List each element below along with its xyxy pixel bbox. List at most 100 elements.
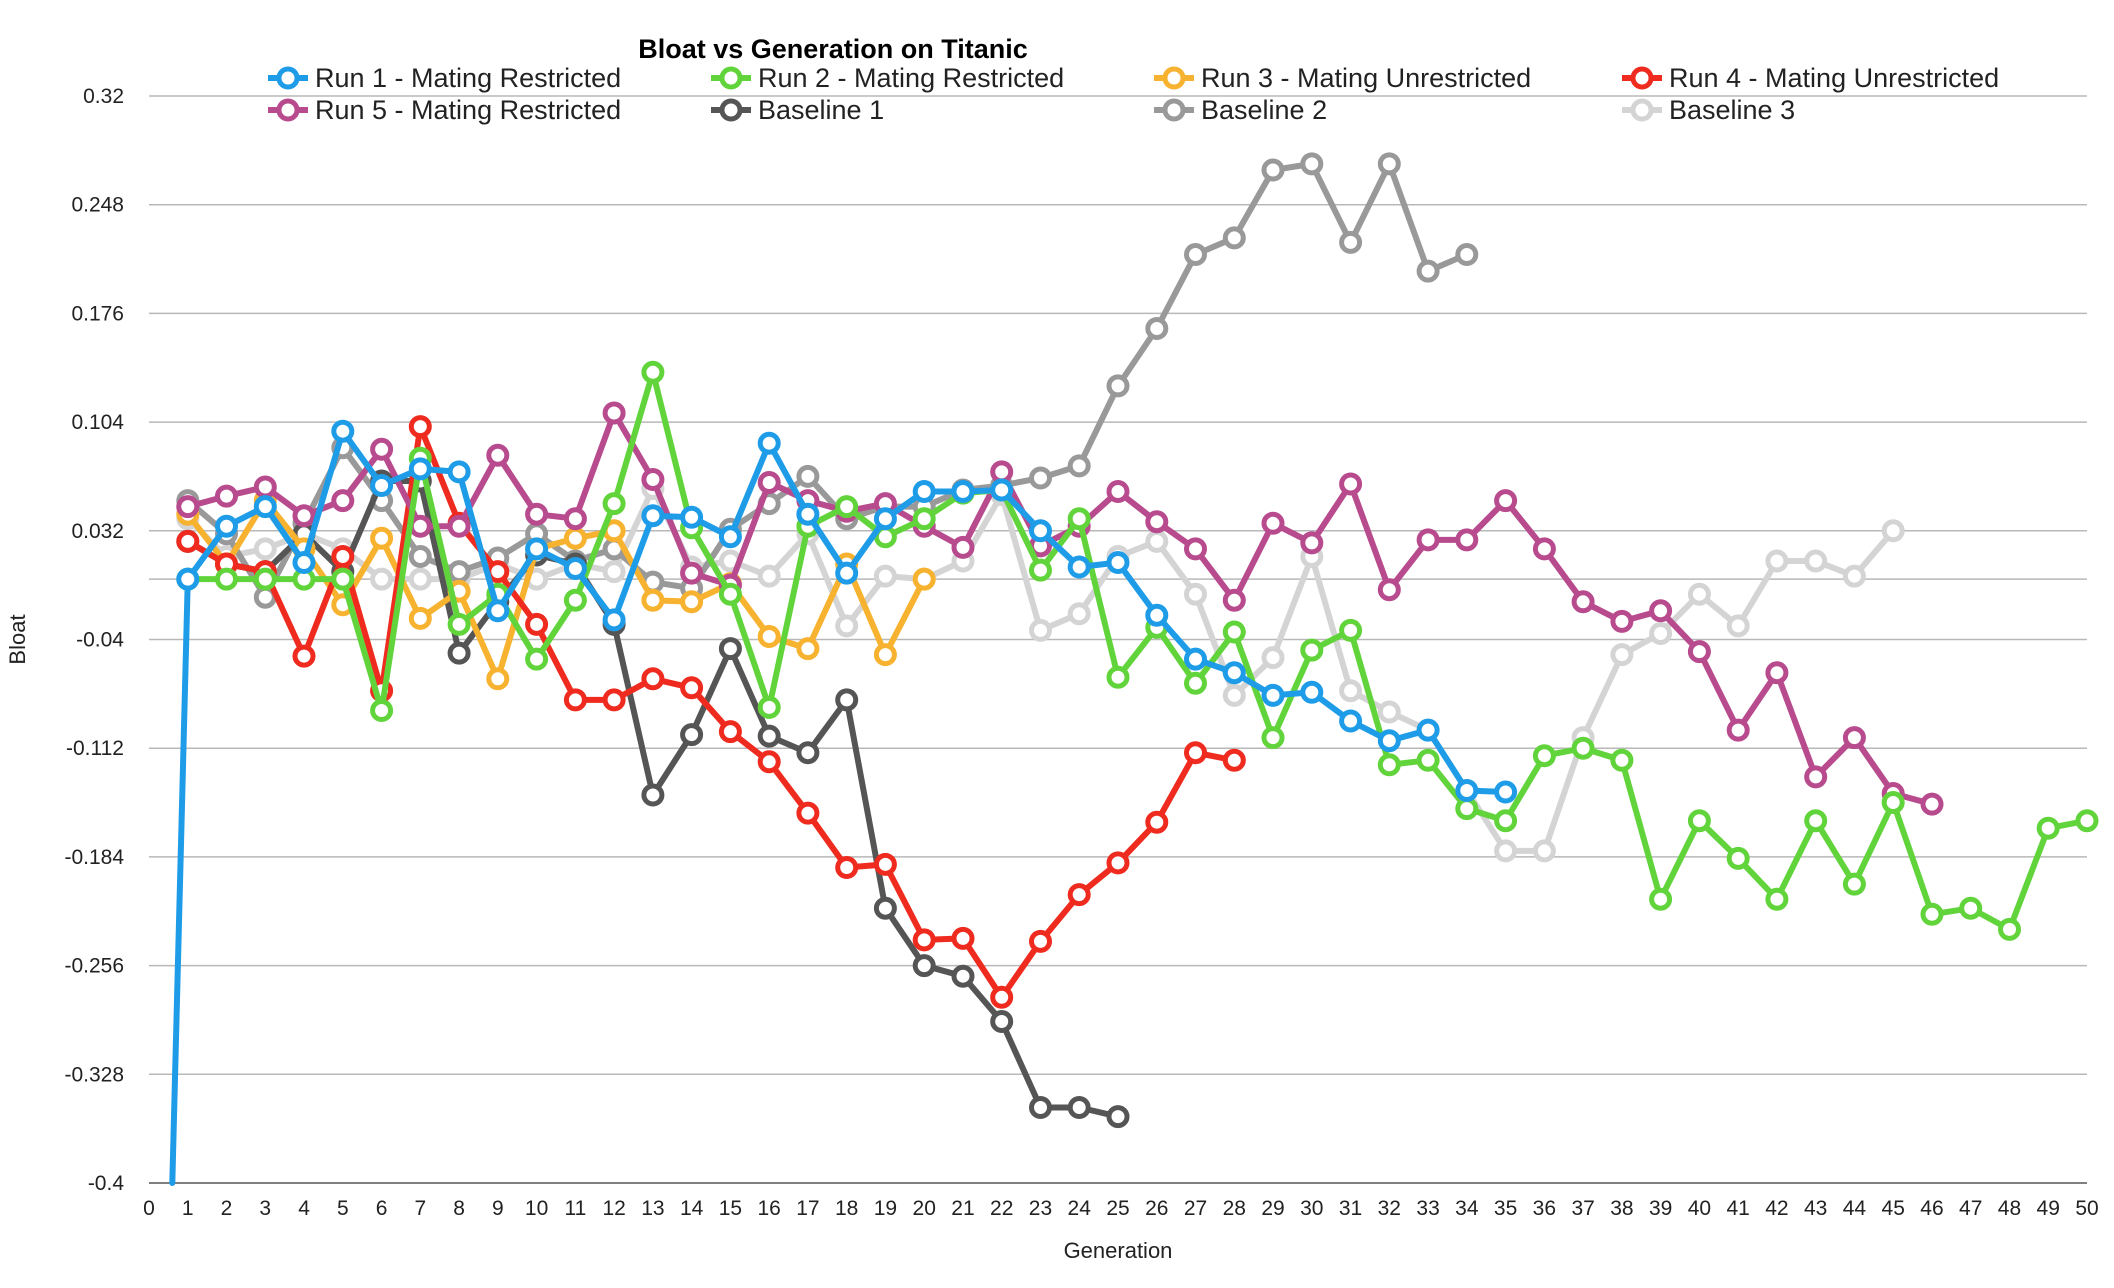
data-point bbox=[525, 647, 549, 671]
x-axis-label: Generation bbox=[1064, 1238, 1173, 1263]
y-tick-label: -0.184 bbox=[64, 846, 124, 869]
data-point bbox=[718, 637, 742, 661]
data-point bbox=[1804, 765, 1828, 789]
data-point bbox=[1687, 640, 1711, 664]
data-point bbox=[1455, 243, 1479, 266]
x-tick-label: 11 bbox=[564, 1197, 586, 1220]
x-tick-label: 7 bbox=[414, 1197, 426, 1220]
data-point bbox=[1067, 507, 1091, 531]
data-point bbox=[1067, 555, 1091, 579]
data-point bbox=[1029, 558, 1052, 582]
data-point bbox=[1377, 753, 1401, 777]
x-tick-label: 18 bbox=[835, 1197, 858, 1220]
data-point bbox=[1804, 549, 1828, 573]
data-point bbox=[1106, 374, 1130, 398]
data-point bbox=[1494, 780, 1518, 804]
data-point bbox=[408, 514, 432, 538]
y-tick-label: -0.112 bbox=[66, 737, 124, 760]
data-point bbox=[1765, 549, 1789, 573]
data-point bbox=[525, 537, 549, 561]
legend-swatch-marker bbox=[1630, 66, 1654, 90]
data-point bbox=[796, 801, 820, 825]
data-point bbox=[408, 545, 432, 568]
legend-item: Baseline 2 bbox=[1154, 95, 1327, 125]
data-point bbox=[718, 582, 742, 606]
data-point bbox=[563, 526, 587, 550]
data-point bbox=[253, 475, 277, 499]
x-tick-label: 50 bbox=[2075, 1197, 2098, 1220]
y-tick-label: 0.032 bbox=[71, 520, 124, 543]
data-point bbox=[292, 551, 316, 574]
data-point bbox=[370, 474, 394, 497]
series-line bbox=[184, 160, 1470, 601]
data-point bbox=[1029, 466, 1052, 490]
data-point bbox=[1106, 851, 1130, 875]
y-tick-label: 0.32 bbox=[83, 85, 124, 108]
data-point bbox=[1532, 839, 1556, 863]
x-tick-label: 14 bbox=[680, 1197, 704, 1220]
data-point bbox=[835, 688, 859, 712]
data-point bbox=[1184, 647, 1207, 671]
data-point bbox=[1416, 718, 1440, 742]
data-point bbox=[602, 492, 626, 516]
series-layer bbox=[169, 152, 2099, 1186]
data-point bbox=[912, 954, 936, 978]
data-point bbox=[292, 504, 316, 528]
data-point bbox=[408, 606, 432, 630]
legend-swatch-marker bbox=[1162, 66, 1186, 90]
data-point bbox=[253, 537, 277, 561]
x-axis-ticks: 0 1 2 3 4 5 6 7 8 9 10 11 12 13 14 15 16 17 18 19 20 21 22 23 24… bbox=[143, 1197, 2099, 1220]
x-tick-label: 41 bbox=[1726, 1197, 1749, 1220]
data-point bbox=[292, 644, 316, 668]
data-point bbox=[253, 567, 277, 591]
data-point bbox=[525, 502, 549, 526]
x-tick-label: 46 bbox=[1920, 1197, 1943, 1220]
data-point bbox=[563, 507, 587, 531]
data-point bbox=[641, 588, 665, 612]
data-point bbox=[1106, 665, 1130, 689]
data-point bbox=[1261, 511, 1285, 535]
data-point bbox=[1106, 551, 1130, 574]
y-tick-label: -0.4 bbox=[88, 1172, 125, 1195]
data-point bbox=[757, 625, 781, 648]
x-tick-label: 32 bbox=[1378, 1197, 1401, 1220]
data-point bbox=[602, 401, 626, 425]
legend-swatch-marker bbox=[1162, 98, 1186, 122]
x-tick-label: 36 bbox=[1533, 1197, 1556, 1220]
legend-swatch-marker bbox=[1630, 98, 1654, 122]
y-tick-label: -0.328 bbox=[64, 1063, 124, 1086]
data-point bbox=[1610, 643, 1634, 667]
data-point bbox=[1300, 531, 1324, 555]
y-tick-label: -0.04 bbox=[76, 629, 124, 652]
x-tick-label: 42 bbox=[1765, 1197, 1788, 1220]
x-tick-label: 6 bbox=[376, 1197, 388, 1220]
legend-label: Run 2 - Mating Restricted bbox=[758, 63, 1064, 93]
data-point bbox=[1455, 779, 1479, 802]
data-point bbox=[563, 688, 587, 712]
x-tick-label: 9 bbox=[492, 1197, 504, 1220]
data-point bbox=[1184, 671, 1207, 695]
legend-item: Run 3 - Mating Unrestricted bbox=[1154, 63, 1531, 93]
x-tick-label: 4 bbox=[298, 1197, 310, 1220]
data-point bbox=[873, 896, 897, 920]
data-point bbox=[835, 614, 859, 638]
legend-item: Baseline 1 bbox=[711, 95, 884, 125]
legend-label: Run 5 - Mating Restricted bbox=[315, 95, 621, 125]
legend-label: Run 3 - Mating Unrestricted bbox=[1201, 63, 1531, 93]
data-point bbox=[1261, 726, 1285, 750]
data-point bbox=[1067, 602, 1091, 626]
data-point bbox=[757, 564, 781, 588]
legend-item: Baseline 3 bbox=[1622, 95, 1795, 125]
data-point bbox=[951, 480, 975, 503]
series-line bbox=[184, 423, 1238, 1001]
x-tick-label: 35 bbox=[1494, 1197, 1517, 1220]
data-point bbox=[1300, 638, 1324, 662]
data-point bbox=[1687, 582, 1711, 606]
data-point bbox=[1145, 317, 1169, 340]
data-point bbox=[2036, 816, 2060, 840]
data-point bbox=[408, 457, 432, 481]
data-point bbox=[1184, 582, 1207, 606]
data-point bbox=[215, 567, 238, 591]
data-point bbox=[1145, 810, 1169, 834]
data-point bbox=[602, 608, 626, 632]
